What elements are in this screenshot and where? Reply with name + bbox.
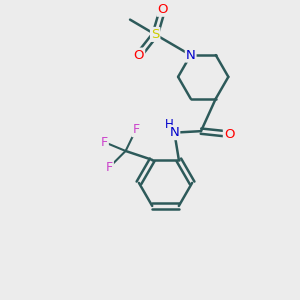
- Text: O: O: [134, 49, 144, 62]
- Text: O: O: [157, 3, 168, 16]
- Text: N: N: [186, 49, 196, 62]
- Text: N: N: [169, 126, 179, 139]
- Text: O: O: [224, 128, 234, 141]
- Text: F: F: [101, 136, 108, 148]
- Text: S: S: [151, 28, 159, 41]
- Text: F: F: [132, 123, 140, 136]
- Text: F: F: [106, 161, 113, 174]
- Text: H: H: [165, 118, 173, 131]
